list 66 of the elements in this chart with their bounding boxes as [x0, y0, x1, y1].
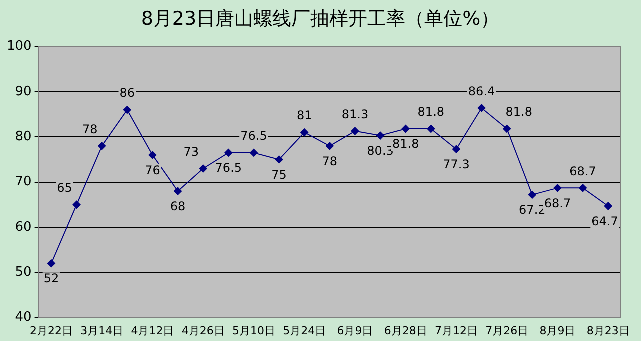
data-label: 68.7: [570, 164, 596, 178]
data-label: 64.7: [592, 214, 618, 228]
data-label: 75: [272, 168, 287, 182]
y-tick-label: 60: [15, 220, 32, 235]
data-label: 81.8: [506, 105, 532, 120]
point: [148, 151, 157, 160]
point: [402, 125, 410, 134]
x-tick-label: 7月12日: [434, 324, 478, 338]
point: [326, 142, 334, 150]
data-label: 81.8: [392, 137, 420, 152]
y-tick-label: 100: [6, 39, 32, 54]
data-label: 78: [322, 154, 338, 168]
data-label: 81: [296, 108, 312, 123]
data-label: 80.3: [367, 144, 394, 158]
y-tick-label: 90: [15, 84, 32, 100]
data-label: 68: [170, 199, 186, 214]
x-tick-label: 5月10日: [232, 324, 276, 338]
data-label: 65: [57, 181, 72, 196]
data-label: 67.2: [519, 203, 546, 218]
data-label: 76: [145, 163, 160, 178]
data-label: 77.3: [443, 157, 470, 172]
y-tick-label: 70: [15, 174, 32, 190]
x-tick-label: 8月9日: [540, 324, 576, 338]
data-label: 78: [82, 122, 98, 136]
point: [123, 106, 132, 114]
point: [579, 184, 588, 192]
data-label: 81.8: [418, 105, 445, 120]
point: [604, 202, 612, 210]
data-label: 81.3: [342, 107, 369, 122]
x-tick-label: 7月26日: [486, 324, 529, 338]
point: [554, 184, 562, 192]
data-label: 68.7: [544, 196, 572, 210]
x-tick-label: 6月28日: [384, 324, 428, 338]
chart-title: 8月23日唐山螺线厂抽样开工率（单位%）: [140, 7, 501, 32]
x-tick-label: 2月22日: [30, 324, 73, 338]
point: [275, 156, 284, 164]
point: [528, 190, 536, 199]
x-tick-label: 8月23日: [586, 324, 630, 338]
point: [72, 200, 81, 209]
x-tick-label: 5月24日: [283, 324, 326, 338]
point: [199, 164, 208, 173]
data-label: 86: [120, 86, 136, 100]
point: [478, 104, 486, 112]
point: [351, 127, 360, 136]
y-tick-label: 50: [15, 265, 32, 280]
x-tick-label: 6月9日: [337, 324, 374, 338]
point: [98, 142, 106, 150]
point: [174, 187, 182, 196]
data-label: 76.5: [215, 161, 242, 176]
data-label: 52: [44, 272, 60, 286]
data-label: 86.4: [468, 84, 496, 98]
data-label: 76.5: [240, 129, 268, 144]
x-tick-label: 4月12日: [131, 324, 174, 338]
y-tick-label: 80: [15, 130, 32, 145]
point: [300, 128, 309, 137]
y-tick-label: 40: [15, 310, 32, 326]
point: [47, 260, 56, 268]
point: [452, 145, 460, 154]
point: [427, 125, 436, 134]
point: [250, 148, 258, 157]
x-tick-label: 3月14日: [80, 324, 124, 338]
point: [376, 132, 385, 140]
data-label: 73: [184, 144, 199, 159]
x-tick-label: 4月26日: [182, 324, 225, 338]
point: [503, 125, 512, 134]
point: [224, 148, 233, 157]
